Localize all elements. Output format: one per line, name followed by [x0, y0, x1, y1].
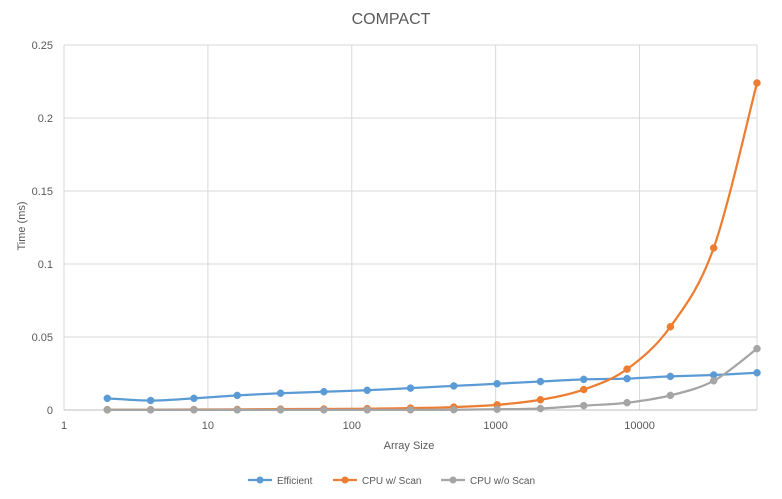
data-point — [666, 323, 675, 331]
y-axis-label: Time (ms) — [16, 201, 28, 250]
y-tick-label: 0.2 — [38, 113, 53, 125]
legend-item: CPU w/o Scan — [441, 476, 535, 487]
data-point — [709, 244, 718, 252]
data-point — [450, 405, 458, 414]
data-point — [536, 396, 545, 404]
legend-item: CPU w/ Scan — [333, 476, 421, 487]
x-tick-label: 1000 — [483, 420, 507, 432]
data-point — [363, 406, 371, 414]
data-point — [536, 404, 545, 413]
data-point — [623, 398, 631, 407]
y-tick-label: 0.1 — [38, 259, 53, 271]
data-point — [190, 394, 198, 403]
legend-swatch-marker — [449, 476, 457, 484]
data-point — [450, 382, 458, 390]
x-tick-label: 1 — [61, 420, 67, 432]
series-line — [106, 81, 759, 411]
chart-title: COMPACT — [352, 11, 431, 28]
data-point — [190, 406, 198, 414]
series-line — [106, 371, 759, 402]
legend-swatch-marker — [256, 476, 264, 484]
data-point — [146, 396, 155, 405]
x-tick-label: 10 — [202, 420, 214, 432]
data-point — [233, 391, 241, 400]
data-point — [276, 406, 285, 414]
series-cpu-w-scan — [103, 79, 761, 414]
legend-label: Efficient — [277, 476, 313, 487]
data-point — [276, 389, 285, 397]
data-point — [536, 377, 545, 386]
axis-layer: 0 0.05 0.1 0.15 0.2 0.25 1 10 100 1000 10000 — [32, 40, 757, 432]
series-layer — [103, 79, 761, 414]
data-point — [233, 406, 241, 414]
data-point — [493, 405, 501, 414]
y-tick-label: 0 — [47, 405, 53, 417]
y-tick-label: 0.15 — [32, 186, 53, 198]
data-point — [580, 385, 588, 394]
data-point — [406, 384, 415, 392]
data-point — [709, 377, 718, 385]
data-point — [320, 406, 328, 414]
data-point — [406, 406, 415, 414]
data-point — [103, 406, 112, 414]
data-point — [580, 401, 588, 410]
data-point — [753, 344, 761, 353]
data-point — [580, 375, 588, 384]
data-point — [320, 388, 328, 396]
legend-item: Efficient — [248, 476, 313, 487]
x-tick-label: 10000 — [624, 420, 655, 432]
grid-layer — [63, 44, 758, 410]
x-axis-label: Array Size — [384, 440, 435, 452]
data-point — [103, 394, 112, 403]
data-point — [623, 365, 631, 373]
legend-swatch-marker — [341, 476, 349, 484]
y-tick-label: 0.05 — [32, 332, 53, 344]
data-point — [753, 79, 761, 87]
data-point — [146, 406, 155, 414]
legend-label: CPU w/o Scan — [470, 476, 535, 487]
data-point — [623, 374, 631, 383]
series-efficient — [103, 369, 761, 405]
data-point — [666, 391, 675, 400]
data-point — [666, 372, 675, 381]
legend-label: CPU w/ Scan — [362, 476, 421, 487]
data-point — [493, 379, 501, 388]
y-tick-label: 0.25 — [32, 40, 53, 52]
data-point — [753, 369, 761, 377]
series-cpu-w-o-scan — [103, 344, 761, 414]
data-point — [363, 386, 371, 395]
legend: Efficient CPU w/ Scan CPU w/o Scan — [248, 476, 535, 487]
series-line — [106, 347, 759, 411]
x-tick-label: 100 — [343, 420, 361, 432]
